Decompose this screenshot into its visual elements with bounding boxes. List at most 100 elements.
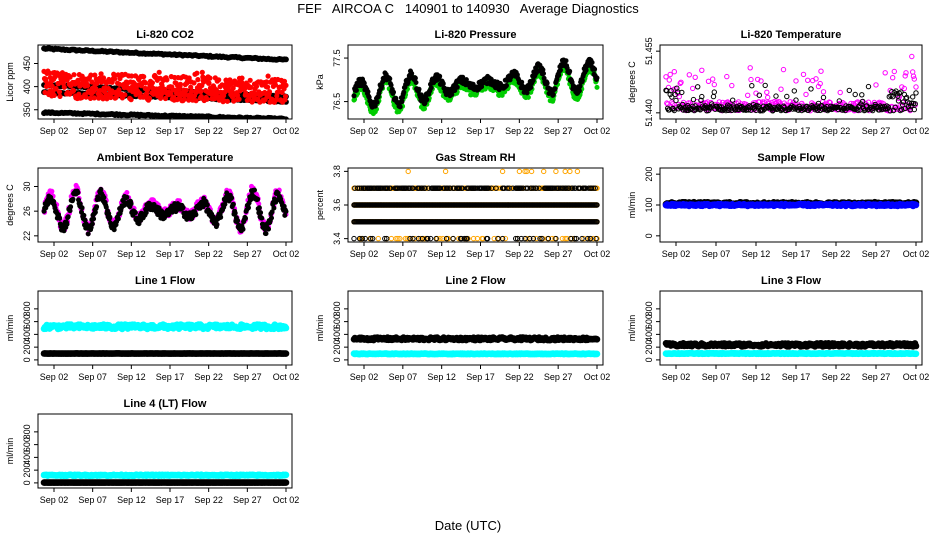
data-point (837, 89, 843, 96)
y-tick-label: 76.5 (332, 93, 342, 111)
x-tick-label: Sep 22 (194, 126, 223, 136)
data-point (513, 235, 519, 242)
data-point (676, 93, 682, 100)
data-point (283, 56, 289, 63)
data-point (666, 77, 672, 83)
data-point (911, 76, 917, 82)
data-point (388, 235, 395, 242)
data-point (218, 214, 224, 220)
data-point (590, 185, 596, 191)
data-point (485, 185, 492, 191)
data-point (265, 226, 271, 232)
data-point (729, 82, 735, 89)
data-point (773, 93, 779, 99)
y-axis-label: ml/min (627, 192, 637, 219)
data-point (387, 76, 393, 82)
data-point (195, 76, 201, 83)
panel-title: Sample Flow (757, 152, 825, 164)
data-point (590, 235, 596, 242)
data-point (193, 212, 199, 218)
data-point (516, 168, 523, 175)
data-point (524, 235, 530, 242)
data-point (395, 235, 401, 242)
data-point (724, 73, 730, 80)
x-tick-label: Sep 12 (742, 126, 771, 136)
data-point (49, 83, 55, 89)
data-point (246, 205, 252, 211)
x-tick-label: Sep 27 (544, 126, 573, 136)
data-point (216, 77, 222, 83)
data-point (592, 185, 598, 191)
data-point (493, 185, 499, 191)
plot-frame (347, 44, 604, 120)
data-point (356, 235, 363, 242)
data-point (128, 201, 134, 207)
data-point (800, 71, 807, 78)
data-point (422, 185, 428, 191)
data-point (164, 77, 170, 83)
data-point (865, 83, 872, 90)
data-point (444, 185, 451, 191)
data-point (525, 185, 531, 191)
data-point (390, 89, 396, 95)
data-point (690, 85, 696, 92)
data-point (97, 92, 104, 98)
data-point (162, 95, 169, 102)
data-point (416, 86, 422, 92)
data-point (461, 235, 467, 242)
data-point (581, 235, 587, 242)
data-point (397, 104, 403, 110)
x-tick-label: Sep 12 (117, 126, 146, 136)
data-point (49, 188, 55, 194)
data-point (528, 168, 535, 175)
y-axis-label: kPa (315, 74, 325, 90)
y-tick-label: 450 (22, 56, 32, 71)
data-point (566, 185, 572, 191)
data-point (592, 66, 598, 72)
y-tick-label: 51.440 (644, 99, 654, 127)
data-point (252, 187, 258, 193)
data-point (540, 71, 546, 77)
x-tick-label: Sep 27 (862, 126, 891, 136)
x-tick-label: Oct 02 (584, 249, 611, 259)
data-point (911, 106, 917, 113)
data-point (499, 168, 506, 175)
data-point (83, 94, 89, 100)
x-tick-label: Sep 17 (156, 249, 185, 259)
data-point (537, 235, 543, 242)
plot-area (351, 56, 600, 117)
data-point (168, 91, 174, 97)
data-point (397, 235, 403, 242)
data-point (407, 185, 413, 191)
data-point (70, 88, 77, 94)
data-point (146, 95, 153, 102)
data-point (122, 92, 128, 98)
data-point (836, 98, 842, 104)
data-point (265, 84, 271, 90)
data-point (671, 69, 677, 75)
data-point (803, 91, 809, 98)
x-tick-label: Sep 17 (466, 249, 495, 259)
data-point (447, 185, 453, 191)
data-point (51, 92, 57, 98)
data-point (132, 210, 138, 216)
data-point (181, 96, 187, 102)
x-tick-label: Sep 07 (389, 126, 418, 136)
data-point (283, 82, 289, 88)
data-point (504, 185, 510, 191)
data-point (913, 90, 919, 96)
data-point (236, 96, 242, 102)
data-point (410, 235, 416, 242)
data-point (530, 185, 537, 191)
plot-frame (37, 167, 293, 243)
plot-frame (659, 44, 923, 120)
data-point (271, 205, 277, 211)
data-point (733, 106, 739, 113)
data-point (470, 235, 477, 242)
data-point (846, 87, 852, 94)
data-point (861, 107, 867, 114)
data-point (544, 80, 550, 86)
data-point (407, 235, 413, 242)
data-point (567, 68, 573, 74)
data-point (594, 84, 600, 90)
